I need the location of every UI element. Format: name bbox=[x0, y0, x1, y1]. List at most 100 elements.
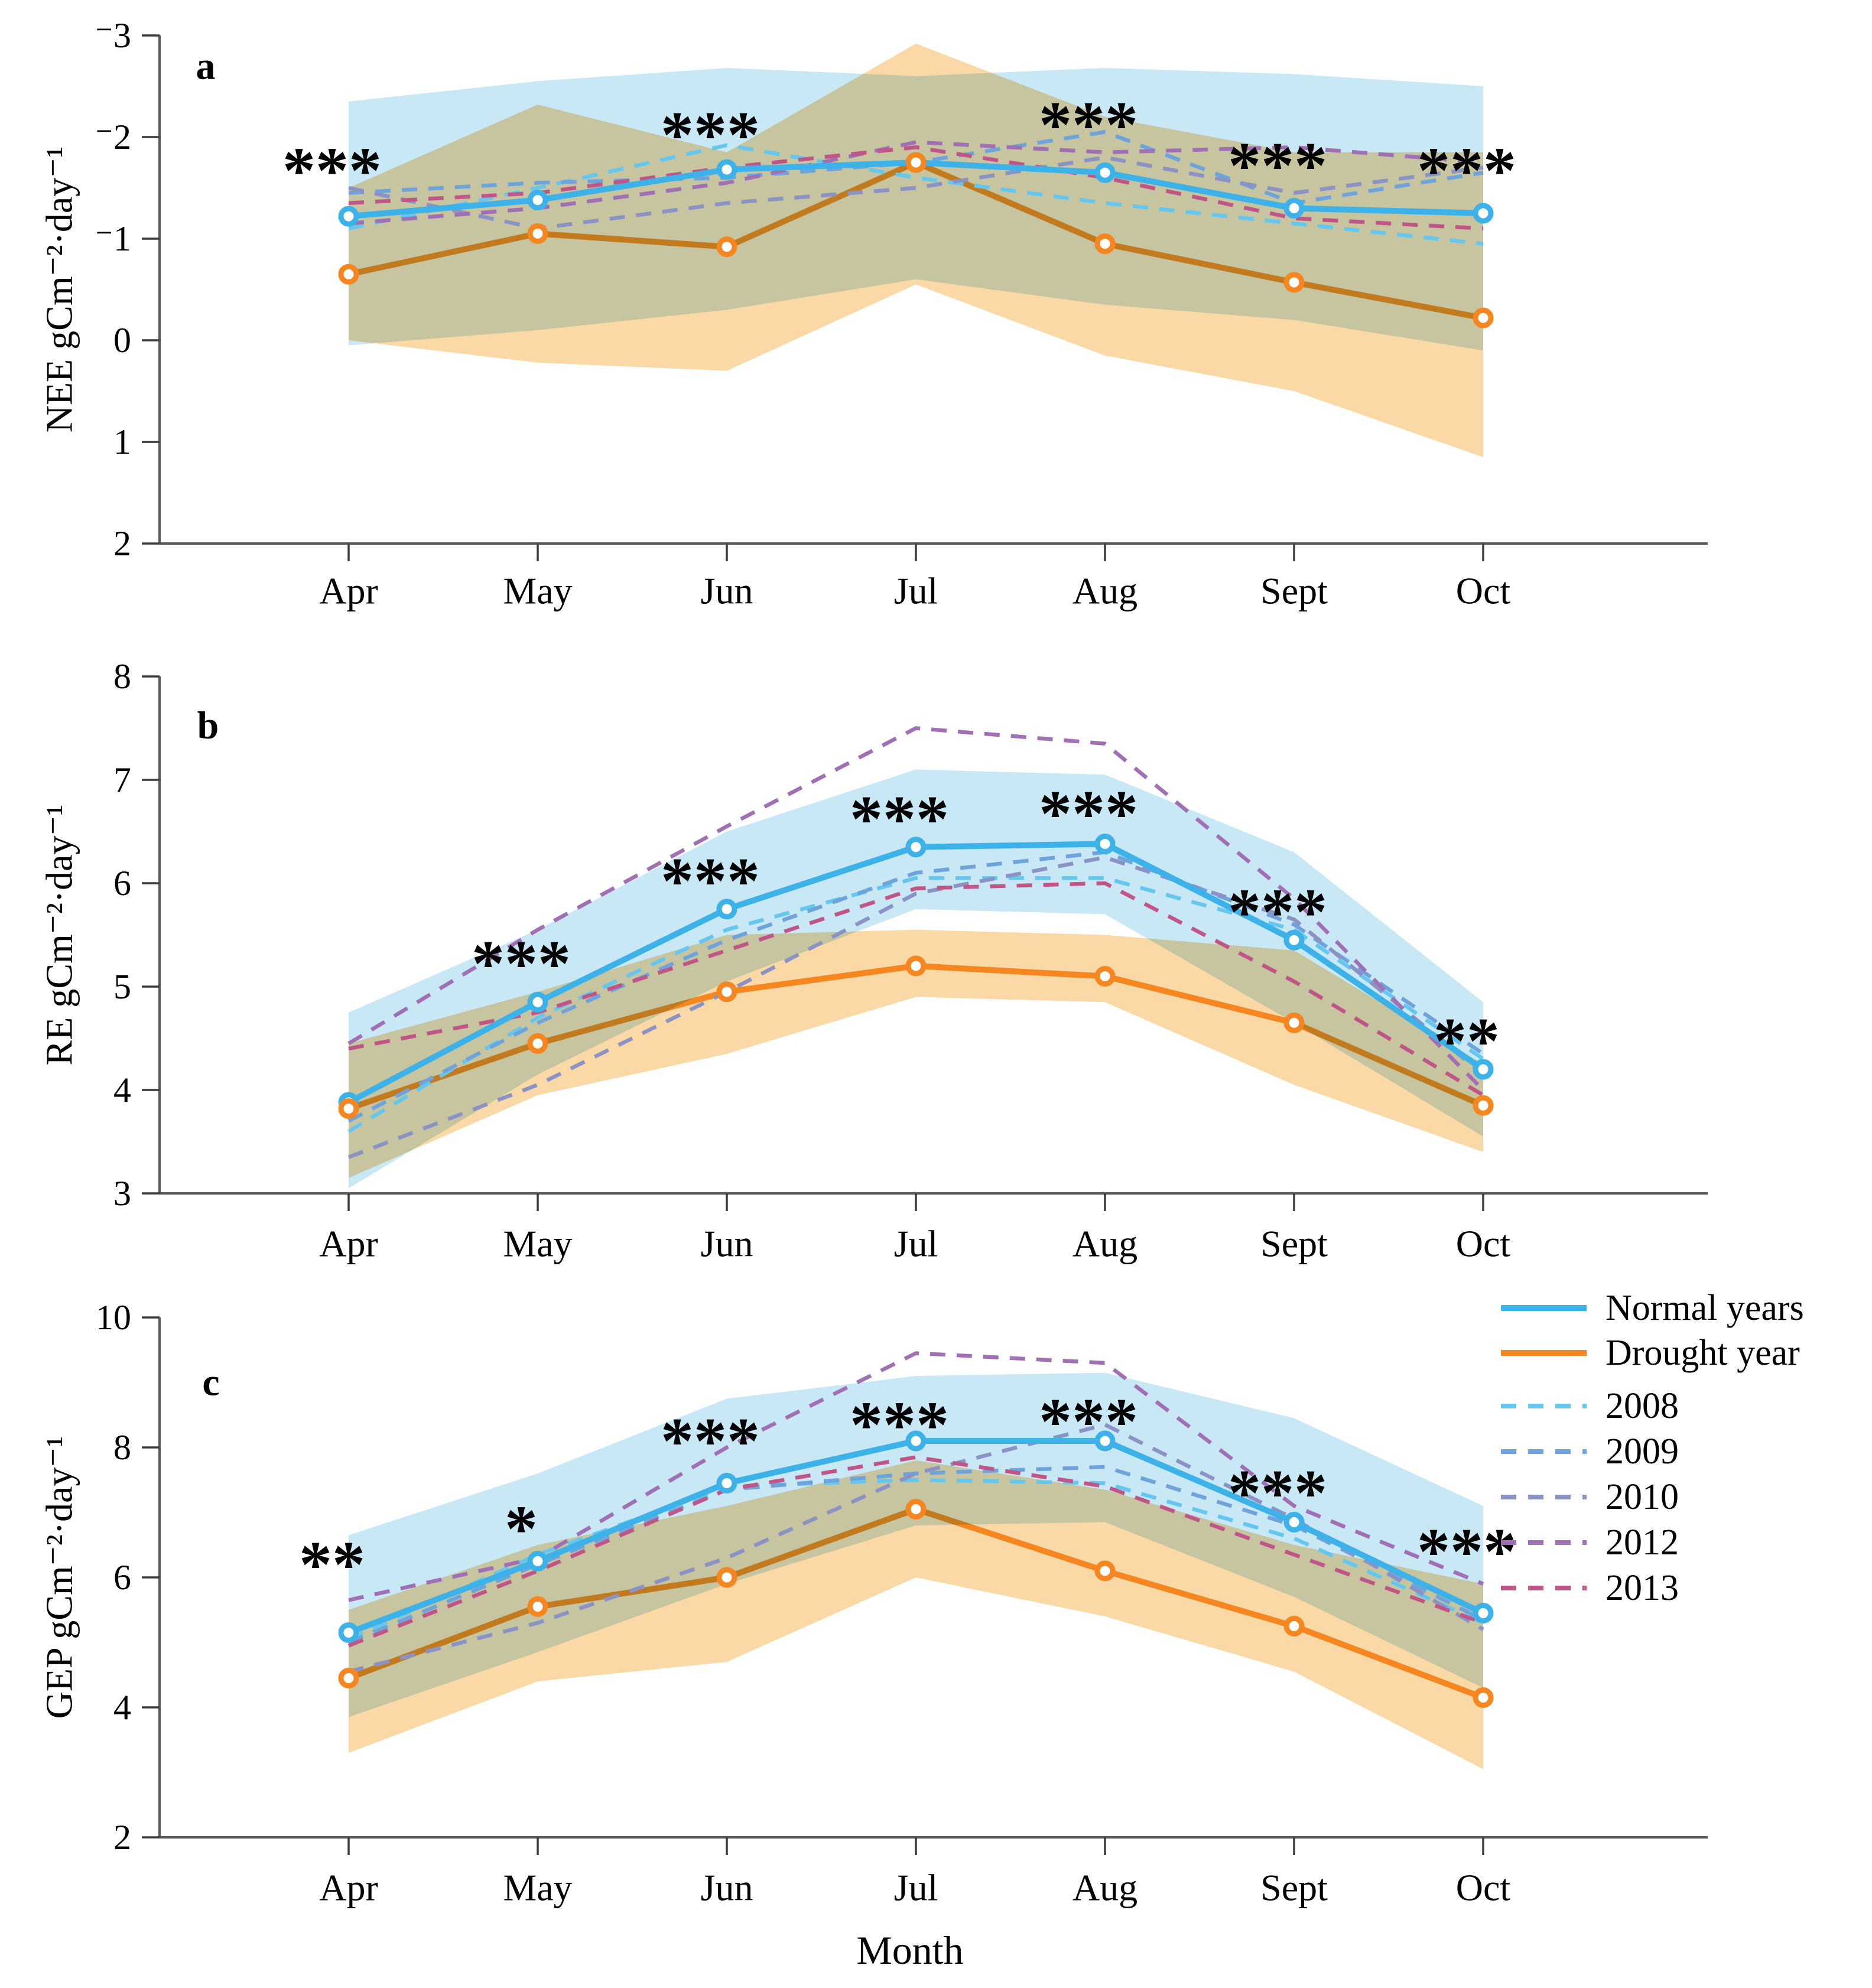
x-tick-label: Jun bbox=[701, 1223, 753, 1265]
significance-marker: *** bbox=[1417, 134, 1516, 207]
y-tick-label: 8 bbox=[113, 1428, 131, 1467]
marker-normal-years bbox=[1473, 1059, 1494, 1080]
x-tick-label: Apr bbox=[319, 1867, 378, 1909]
x-tick-label: Aug bbox=[1072, 570, 1138, 612]
significance-marker: *** bbox=[1228, 1457, 1327, 1530]
legend-item-normal-years: Normal years bbox=[1501, 1289, 1804, 1327]
x-tick-label: Oct bbox=[1456, 570, 1511, 612]
marker-drought-year bbox=[1283, 1012, 1305, 1033]
y-axis-title-a: NEE gCm⁻²·day⁻¹ bbox=[38, 147, 80, 433]
significance-marker: ** bbox=[1434, 1005, 1500, 1078]
y-tick-label: 4 bbox=[113, 1071, 131, 1109]
marker-normal-years bbox=[527, 1551, 548, 1571]
marker-normal-years bbox=[338, 1622, 359, 1643]
marker-drought-year bbox=[905, 152, 927, 173]
marker-drought-year bbox=[1473, 307, 1494, 328]
y-tick-label: 5 bbox=[113, 967, 131, 1006]
y-tick-label: 10 bbox=[96, 1298, 131, 1337]
x-tick-label: Apr bbox=[319, 570, 378, 612]
band-normal-years bbox=[349, 68, 1483, 351]
marker-normal-years bbox=[1283, 929, 1305, 951]
significance-marker: *** bbox=[282, 134, 382, 207]
marker-drought-year bbox=[338, 263, 359, 285]
y-tick-label: ⁻2 bbox=[95, 118, 131, 157]
legend-item-2008: 2008 bbox=[1501, 1387, 1679, 1425]
series-2008-line bbox=[348, 143, 1484, 246]
marker-normal-years bbox=[1283, 197, 1305, 219]
legend-item-2009: 2009 bbox=[1501, 1433, 1679, 1470]
dashed-line-swatch-icon bbox=[1501, 1586, 1587, 1590]
marker-drought-year bbox=[716, 236, 737, 258]
marker-drought-year bbox=[1473, 1687, 1494, 1708]
marker-normal-years bbox=[1283, 1512, 1305, 1533]
solid-line-swatch-icon bbox=[1501, 1350, 1587, 1356]
marker-drought-year bbox=[716, 981, 737, 1003]
marker-normal-years bbox=[1094, 162, 1116, 183]
y-tick-label: 2 bbox=[113, 524, 131, 563]
panel-a: *** *** *** *** *** ⁻3 ⁻2 ⁻1 0 1 2 Apr May Jun Jul Aug S… bbox=[38, 16, 1708, 612]
axes-panel-b: 8 7 6 5 4 3 Apr May Jun Jul Aug Sept Oct bbox=[113, 657, 1708, 1265]
marker-drought-year bbox=[338, 1098, 359, 1119]
solid-line-swatch-icon bbox=[1501, 1305, 1587, 1311]
x-tick-label: Jun bbox=[701, 570, 753, 612]
significance-marker: *** bbox=[1039, 777, 1138, 851]
marker-normal-years bbox=[1094, 834, 1116, 854]
marker-drought-year bbox=[1283, 272, 1305, 293]
marker-drought-year bbox=[527, 1596, 548, 1617]
marker-drought-year bbox=[1094, 233, 1116, 255]
series-2009-line bbox=[347, 850, 1484, 1123]
y-tick-label: 7 bbox=[113, 760, 131, 799]
significance-marker: *** bbox=[1039, 1385, 1138, 1459]
x-tick-label: Jul bbox=[894, 1867, 938, 1909]
legend-label: 2012 bbox=[1606, 1522, 1679, 1563]
x-tick-label: May bbox=[503, 1867, 572, 1909]
x-tick-label: May bbox=[503, 1223, 572, 1265]
legend-label: 2013 bbox=[1606, 1568, 1679, 1608]
significance-marker: *** bbox=[472, 928, 571, 1001]
x-tick-label: Aug bbox=[1072, 1867, 1138, 1909]
y-tick-label: 1 bbox=[113, 422, 131, 461]
legend-label: 2008 bbox=[1606, 1386, 1679, 1426]
significance-marker: *** bbox=[850, 783, 949, 856]
marker-drought-year bbox=[1094, 1560, 1116, 1582]
y-tick-label: 0 bbox=[113, 321, 131, 360]
marker-drought-year bbox=[338, 1668, 359, 1688]
panel-label-a: a bbox=[196, 45, 216, 88]
significance-marker: *** bbox=[1417, 1515, 1516, 1589]
y-tick-label: 2 bbox=[113, 1818, 131, 1857]
y-tick-label: 6 bbox=[113, 864, 131, 903]
legend-item-drought-year: Drought year bbox=[1501, 1334, 1800, 1372]
y-tick-label: ⁻1 bbox=[95, 219, 131, 258]
marker-normal-years bbox=[338, 206, 359, 227]
x-tick-label: Sept bbox=[1260, 570, 1328, 612]
significance-marker: *** bbox=[1228, 876, 1327, 949]
marker-drought-year bbox=[1283, 1616, 1305, 1636]
series-2008-line bbox=[347, 1478, 1484, 1641]
x-tick-label: Jul bbox=[894, 1223, 938, 1265]
x-tick-label: Oct bbox=[1456, 1867, 1511, 1909]
marker-drought-year bbox=[905, 955, 927, 977]
y-tick-label: 4 bbox=[113, 1688, 131, 1727]
panel-label-b: b bbox=[197, 704, 219, 747]
series-2010-line bbox=[348, 1423, 1484, 1674]
marker-normal-years bbox=[905, 837, 927, 858]
marker-normal-years bbox=[905, 1430, 927, 1452]
marker-normal-years bbox=[1473, 1603, 1494, 1623]
significance-marker: *** bbox=[661, 1405, 760, 1478]
marker-drought-year bbox=[527, 223, 548, 244]
series-2010-line bbox=[347, 855, 1485, 1159]
x-tick-label: Sept bbox=[1260, 1867, 1328, 1909]
significance-marker: *** bbox=[1228, 129, 1327, 203]
y-tick-label: 3 bbox=[113, 1174, 131, 1213]
axes-panel-c: 10 8 6 4 2 Apr May Jun Jul Aug Sept Oct bbox=[96, 1298, 1708, 1909]
x-tick-label: Jun bbox=[701, 1867, 753, 1909]
series-2012-line bbox=[347, 726, 1485, 1092]
marker-normal-years bbox=[1094, 1430, 1116, 1452]
legend-label: 2010 bbox=[1606, 1477, 1679, 1517]
x-axis-title: Month bbox=[856, 1928, 964, 1973]
x-tick-label: Aug bbox=[1072, 1223, 1138, 1265]
significance-marker: *** bbox=[850, 1389, 949, 1462]
